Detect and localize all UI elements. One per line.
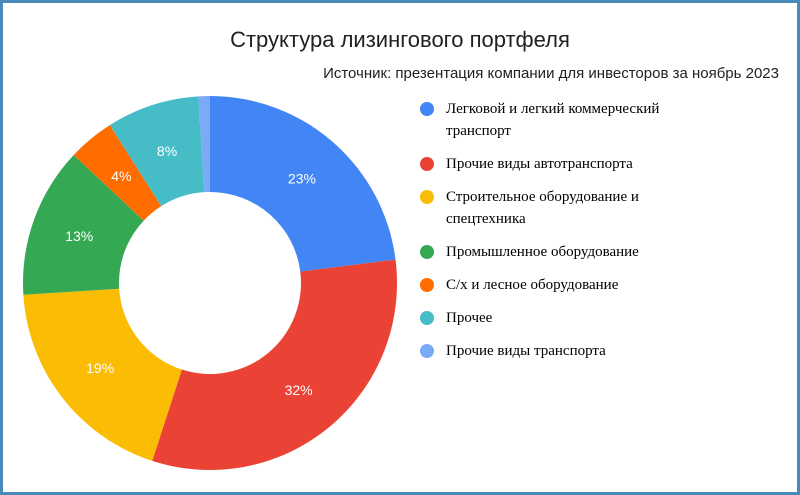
donut-slice[interactable] — [152, 259, 397, 470]
legend-item[interactable]: Легковой и легкий коммерческий транспорт — [420, 98, 720, 142]
slice-label: 13% — [65, 228, 93, 244]
donut-slice[interactable] — [198, 96, 210, 193]
legend-dot-icon — [420, 102, 434, 116]
legend-item[interactable]: Прочее — [420, 307, 720, 329]
legend-dot-icon — [420, 344, 434, 358]
slice-label: 4% — [111, 168, 131, 184]
legend-label: Прочие виды автотранспорта — [446, 156, 633, 172]
legend-item[interactable]: С/х и лесное оборудование — [420, 274, 720, 296]
donut-slice[interactable] — [73, 125, 162, 221]
donut-slice[interactable] — [109, 96, 205, 207]
chart-subtitle: Источник: презентация компании для инвес… — [323, 65, 779, 82]
donut-slices — [23, 96, 397, 470]
legend-item[interactable]: Прочие виды автотранспорта — [420, 153, 720, 175]
legend-item[interactable]: Промышленное оборудование — [420, 241, 720, 263]
legend-label: С/х и лесное оборудование — [446, 277, 619, 293]
legend-dot-icon — [420, 311, 434, 325]
legend-dot-icon — [420, 245, 434, 259]
donut-slice[interactable] — [210, 96, 396, 272]
legend-label: Прочее — [446, 310, 493, 326]
donut-slice[interactable] — [23, 288, 182, 461]
legend: Легковой и легкий коммерческий транспорт… — [420, 98, 720, 373]
legend-label: Легковой и легкий коммерческий транспорт — [446, 101, 660, 139]
legend-label: Строительное оборудование и спецтехника — [446, 189, 639, 227]
slice-label: 32% — [285, 382, 313, 398]
legend-dot-icon — [420, 190, 434, 204]
legend-item[interactable]: Строительное оборудование и спецтехника — [420, 186, 720, 230]
slice-label: 23% — [288, 171, 316, 187]
legend-item[interactable]: Прочие виды транспорта — [420, 340, 720, 362]
slice-labels: 23% 32% 19% 13% 4% 8% — [65, 143, 316, 398]
legend-dot-icon — [420, 278, 434, 292]
donut-slice[interactable] — [23, 154, 144, 295]
legend-label: Прочие виды транспорта — [446, 343, 606, 359]
legend-label: Промышленное оборудование — [446, 244, 639, 260]
slice-label: 8% — [157, 143, 177, 159]
legend-dot-icon — [420, 157, 434, 171]
chart-title: Структура лизингового портфеля — [230, 27, 570, 52]
slice-label: 19% — [86, 360, 114, 376]
